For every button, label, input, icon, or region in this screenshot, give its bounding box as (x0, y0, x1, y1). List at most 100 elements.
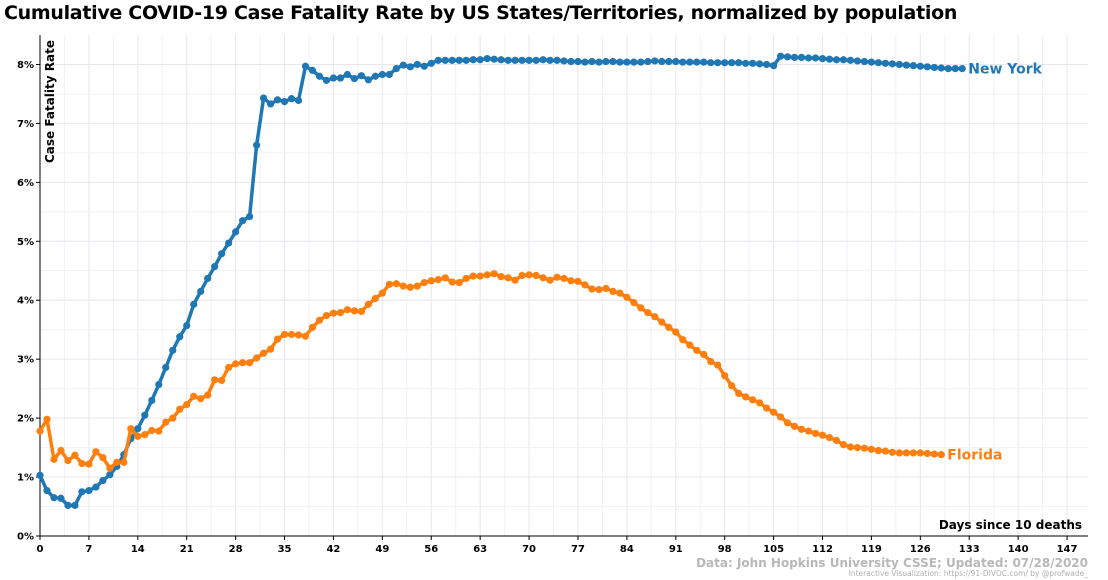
data-point[interactable] (371, 294, 379, 303)
data-point[interactable] (350, 307, 358, 315)
data-point[interactable] (853, 443, 862, 452)
data-point[interactable] (825, 433, 834, 442)
data-point[interactable] (64, 501, 72, 509)
data-point[interactable] (36, 471, 44, 479)
data-point[interactable] (623, 58, 631, 66)
data-point[interactable] (749, 59, 757, 67)
data-point[interactable] (434, 56, 442, 64)
data-point[interactable] (804, 427, 813, 435)
data-point[interactable] (385, 70, 393, 79)
data-point[interactable] (707, 357, 715, 366)
data-point[interactable] (756, 60, 764, 68)
data-point[interactable] (679, 336, 687, 344)
data-point[interactable] (350, 75, 358, 83)
data-point[interactable] (50, 494, 58, 502)
data-point[interactable] (162, 418, 170, 426)
data-point[interactable] (567, 57, 575, 66)
data-point[interactable] (43, 415, 51, 423)
data-point[interactable] (246, 212, 254, 221)
data-point[interactable] (525, 56, 533, 64)
data-point[interactable] (546, 56, 554, 64)
data-point[interactable] (301, 332, 310, 340)
data-point[interactable] (287, 330, 296, 339)
data-point[interactable] (567, 277, 575, 285)
data-point[interactable] (637, 58, 645, 66)
data-point[interactable] (553, 273, 561, 281)
data-point[interactable] (616, 289, 624, 297)
data-point[interactable] (560, 274, 568, 283)
data-point[interactable] (735, 59, 743, 67)
data-point[interactable] (134, 425, 142, 433)
data-point[interactable] (790, 53, 799, 61)
data-point[interactable] (672, 328, 680, 336)
data-point[interactable] (700, 350, 708, 359)
data-point[interactable] (371, 72, 379, 80)
data-point[interactable] (252, 141, 261, 149)
data-point[interactable] (707, 59, 715, 67)
data-point[interactable] (518, 271, 526, 280)
data-point[interactable] (148, 396, 156, 405)
data-point[interactable] (832, 436, 841, 445)
data-point[interactable] (644, 57, 652, 66)
data-point[interactable] (951, 64, 959, 73)
data-point[interactable] (71, 501, 79, 509)
data-point[interactable] (232, 360, 240, 368)
data-point[interactable] (218, 250, 226, 258)
data-point[interactable] (99, 454, 107, 462)
data-point[interactable] (609, 57, 617, 66)
data-point[interactable] (539, 274, 547, 282)
data-point[interactable] (888, 60, 896, 68)
data-point[interactable] (909, 62, 917, 70)
data-point[interactable] (120, 458, 128, 466)
data-point[interactable] (483, 271, 491, 279)
data-point[interactable] (790, 422, 799, 430)
data-point[interactable] (420, 278, 428, 287)
data-point[interactable] (183, 321, 191, 330)
data-point[interactable] (895, 449, 903, 457)
data-point[interactable] (315, 316, 324, 324)
data-point[interactable] (595, 286, 603, 294)
data-point[interactable] (204, 391, 212, 399)
data-point[interactable] (735, 389, 743, 397)
data-point[interactable] (78, 459, 86, 468)
data-point[interactable] (357, 72, 365, 80)
data-point[interactable] (916, 62, 924, 70)
data-point[interactable] (728, 382, 736, 390)
data-point[interactable] (770, 62, 778, 70)
data-point[interactable] (176, 333, 184, 341)
data-point[interactable] (776, 413, 785, 421)
data-point[interactable] (839, 441, 848, 449)
data-point[interactable] (246, 359, 254, 367)
data-point[interactable] (420, 62, 428, 70)
data-point[interactable] (651, 313, 659, 321)
data-point[interactable] (329, 74, 338, 82)
data-point[interactable] (252, 354, 261, 362)
data-point[interactable] (322, 311, 331, 320)
data-point[interactable] (721, 59, 729, 67)
data-point[interactable] (43, 487, 51, 495)
data-point[interactable] (686, 58, 694, 66)
data-point[interactable] (588, 285, 596, 293)
data-point[interactable] (280, 98, 289, 106)
data-point[interactable] (588, 57, 596, 66)
data-point[interactable] (665, 57, 673, 66)
data-point[interactable] (497, 273, 505, 281)
data-point[interactable] (343, 70, 352, 79)
data-point[interactable] (427, 277, 435, 285)
data-point[interactable] (308, 323, 317, 331)
data-point[interactable] (763, 404, 771, 412)
data-point[interactable] (385, 280, 393, 288)
data-point[interactable] (455, 56, 463, 64)
data-point[interactable] (783, 53, 792, 61)
data-point[interactable] (106, 471, 114, 479)
data-point[interactable] (560, 57, 568, 65)
data-point[interactable] (504, 274, 512, 282)
data-point[interactable] (888, 448, 896, 456)
data-point[interactable] (92, 448, 100, 456)
data-point[interactable] (455, 278, 463, 287)
data-point[interactable] (763, 60, 771, 69)
data-point[interactable] (141, 431, 149, 439)
data-point[interactable] (336, 309, 345, 317)
data-point[interactable] (532, 56, 540, 64)
data-point[interactable] (693, 58, 701, 66)
